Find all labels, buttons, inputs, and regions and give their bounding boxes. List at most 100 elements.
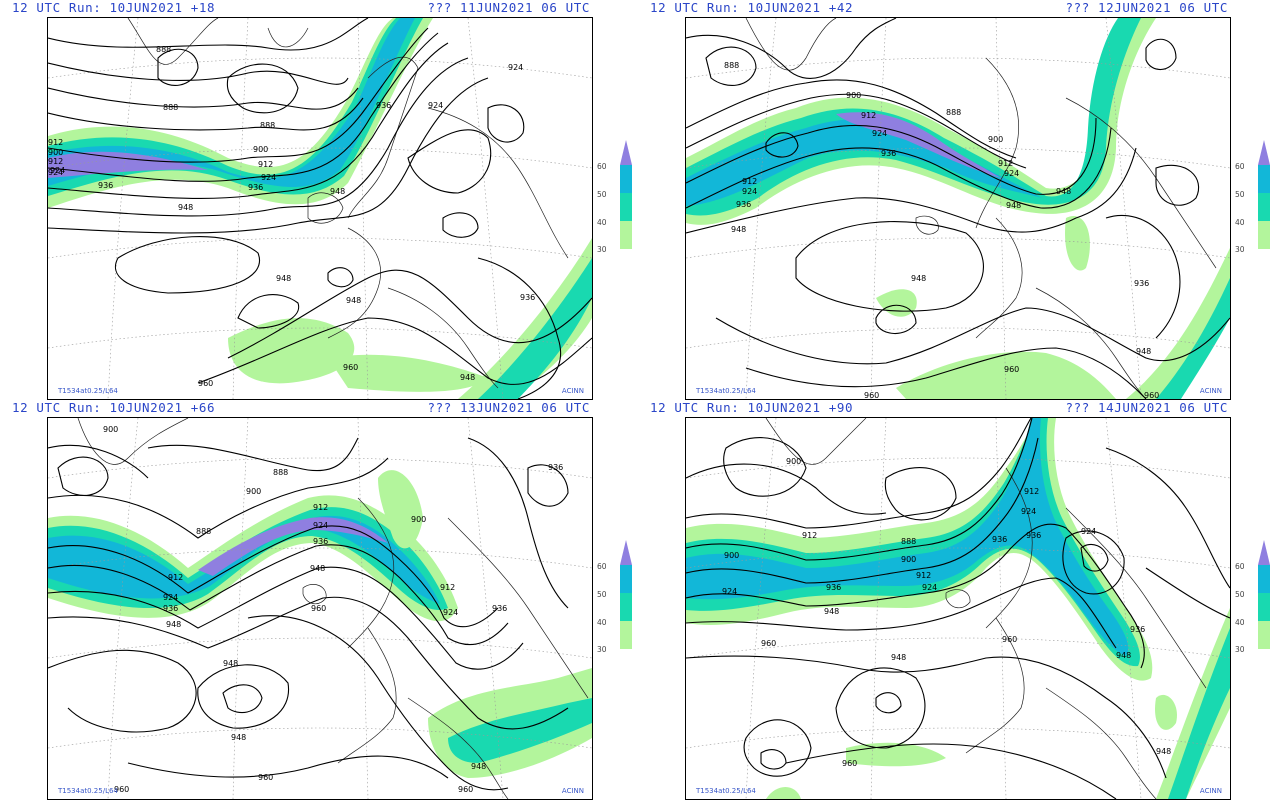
contour-label: 924 bbox=[261, 173, 276, 182]
map-shape bbox=[267, 27, 309, 48]
contour-label: 960 bbox=[258, 773, 273, 782]
map-shape bbox=[686, 655, 1167, 779]
legend-band-30 bbox=[1258, 221, 1270, 249]
map-shape bbox=[884, 467, 957, 521]
legend-band-40 bbox=[620, 193, 632, 221]
map-shape bbox=[1105, 214, 1181, 339]
map-shape bbox=[686, 147, 1230, 169]
jet-stream-band bbox=[686, 418, 1230, 799]
contour-label: 948 bbox=[471, 762, 486, 771]
map-shape bbox=[1105, 447, 1230, 589]
contour-label: 924 bbox=[1021, 507, 1036, 516]
map-shape bbox=[48, 444, 149, 479]
weather-map: 888 888 888 900 912 924 936 948 924 924 … bbox=[47, 17, 593, 400]
legend-band-40 bbox=[1258, 593, 1270, 621]
map-shape bbox=[328, 354, 488, 392]
map-shape bbox=[487, 104, 525, 143]
contour-label: 924 bbox=[1081, 527, 1096, 536]
map-shape bbox=[975, 57, 1020, 229]
contour-label: 948 bbox=[1056, 187, 1071, 196]
map-shape bbox=[48, 87, 359, 110]
map-shape bbox=[1168, 628, 1230, 799]
forecast-panel-plus-66: 12 UTC Run: 10JUN2021 +66 ??? 13JUN2021 … bbox=[0, 400, 638, 800]
map-shape bbox=[327, 267, 354, 288]
map-shape bbox=[407, 129, 492, 194]
contour-label: 936 bbox=[492, 604, 507, 613]
contour-label: 936 bbox=[98, 181, 113, 190]
contour-label: 948 bbox=[231, 733, 246, 742]
legend-value: 60 bbox=[1235, 162, 1245, 171]
map-shape bbox=[846, 742, 946, 767]
map-shape bbox=[975, 217, 1023, 339]
contour-labels: 900 912 900 924 936 948 960 888 900 912 … bbox=[722, 457, 1171, 768]
legend-band-50 bbox=[1258, 565, 1270, 593]
map-shape bbox=[1156, 278, 1230, 399]
map-shape bbox=[48, 515, 440, 604]
map-shape bbox=[378, 470, 423, 549]
map-shape bbox=[686, 119, 1042, 206]
map-shape bbox=[114, 236, 261, 294]
map-shape bbox=[48, 525, 499, 628]
legend-value: 40 bbox=[597, 218, 607, 227]
institution-label: ACINN bbox=[561, 387, 584, 395]
map-shape bbox=[48, 566, 524, 670]
run-label: 12 UTC Run: 10JUN2021 +66 bbox=[12, 400, 216, 415]
map-shape bbox=[1145, 38, 1177, 71]
map-shape bbox=[985, 467, 1033, 629]
map-shape bbox=[48, 596, 569, 730]
valid-time-label: ??? 11JUN2021 06 UTC bbox=[427, 0, 590, 15]
contour-label: 924 bbox=[163, 593, 178, 602]
graticule bbox=[48, 418, 592, 799]
run-label: 12 UTC Run: 10JUN2021 +90 bbox=[650, 400, 854, 415]
contour-label: 888 bbox=[724, 61, 739, 70]
map-shape bbox=[1145, 567, 1230, 619]
weather-map: 900 912 900 924 936 948 960 888 900 912 … bbox=[685, 417, 1231, 800]
run-label: 12 UTC Run: 10JUN2021 +18 bbox=[12, 0, 216, 15]
contour-label: 936 bbox=[376, 101, 391, 110]
contour-label: 960 bbox=[761, 639, 776, 648]
map-shape bbox=[686, 418, 1032, 529]
contour-label: 924 bbox=[1004, 169, 1019, 178]
contour-label: 948 bbox=[1006, 201, 1021, 210]
map-shape bbox=[686, 237, 1230, 259]
contour-label: 948 bbox=[178, 203, 193, 212]
contour-label: 900 bbox=[253, 145, 268, 154]
map-shape bbox=[228, 318, 355, 384]
contour-label: 948 bbox=[166, 620, 181, 629]
contour-label: 924 bbox=[428, 101, 443, 110]
forecast-panel-plus-18: 12 UTC Run: 10JUN2021 +18 ??? 11JUN2021 … bbox=[0, 0, 638, 400]
map-shape bbox=[48, 18, 369, 51]
map-shape bbox=[876, 289, 917, 317]
map-shape bbox=[686, 727, 1230, 749]
contour-label: 900 bbox=[411, 515, 426, 524]
contour-label: 948 bbox=[731, 225, 746, 234]
map-shape bbox=[870, 418, 887, 799]
map-shape bbox=[447, 517, 589, 699]
map-shape bbox=[197, 664, 290, 729]
legend-arrow-icon bbox=[1258, 540, 1270, 565]
valid-time-label: ??? 14JUN2021 06 UTC bbox=[1065, 400, 1228, 415]
contour-labels: 888 888 888 900 912 924 936 948 924 924 … bbox=[48, 45, 535, 388]
map-shape bbox=[477, 257, 562, 399]
map-shape bbox=[442, 212, 479, 238]
map-shape bbox=[458, 238, 592, 399]
map-shape bbox=[327, 227, 381, 339]
map-shape bbox=[686, 147, 1137, 234]
map-shape bbox=[765, 132, 799, 158]
contour-label: 948 bbox=[330, 187, 345, 196]
map-shape bbox=[226, 63, 299, 114]
map-shape bbox=[945, 589, 971, 609]
map-shape bbox=[237, 294, 300, 329]
map-shape bbox=[836, 112, 1001, 178]
legend-band-50 bbox=[620, 165, 632, 193]
contour-label: 948 bbox=[1156, 747, 1171, 756]
map-shape bbox=[686, 457, 1230, 479]
legend-band-40 bbox=[620, 593, 632, 621]
map-shape bbox=[686, 463, 887, 515]
map-shape bbox=[765, 418, 867, 465]
map-shape bbox=[745, 18, 837, 71]
contour-label: 924 bbox=[742, 187, 757, 196]
contour-label: 948 bbox=[276, 274, 291, 283]
contour-label: 960 bbox=[458, 785, 473, 794]
map-shape bbox=[48, 62, 349, 85]
